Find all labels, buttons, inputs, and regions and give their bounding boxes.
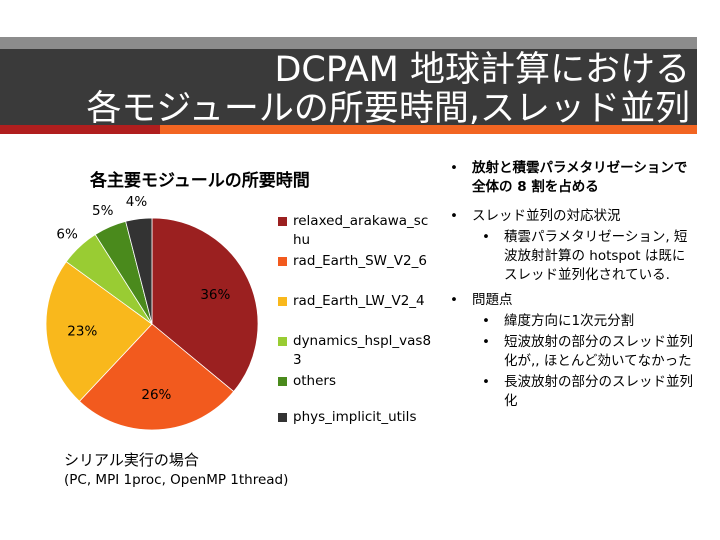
- bullet-dot: •: [482, 374, 490, 390]
- pie-label-rad-Earth-LW-V2-4: 23%: [67, 324, 97, 340]
- legend-label: rad_Earth_LW_V2_4: [293, 293, 425, 309]
- bullet-problems: • 問題点: [446, 291, 696, 310]
- legend-swatch: [278, 257, 287, 266]
- pie-label-dynamics-hspl-vas83: 6%: [56, 227, 78, 243]
- pie-label-others: 5%: [92, 203, 114, 219]
- bullet-text: 長波放射の部分のスレッド並列化: [504, 374, 693, 409]
- pie-label-relaxed-arakawa-schu: 36%: [200, 287, 230, 303]
- bullet-dot: •: [450, 292, 458, 308]
- bullet-text: 放射と積雲パラメタリゼーションで全体の 8 割を占める: [472, 160, 688, 195]
- legend-swatch: [278, 377, 287, 386]
- legend-swatch: [278, 413, 287, 422]
- sub-bullet-longwave: • 長波放射の部分のスレッド並列化: [446, 373, 696, 411]
- bullet-text: 短波放射の部分のスレッド並列化が,, ほとんど効いてなかった: [504, 334, 693, 369]
- legend-swatch: [278, 217, 287, 226]
- bullet-text: スレッド並列の対応状況: [472, 208, 621, 224]
- accent-bar-orange: [160, 125, 697, 134]
- title-banner: [0, 49, 697, 131]
- slide-title-line1: DCPAM 地球計算における: [274, 50, 690, 90]
- legend-label: dynamics_hspl_vas83: [293, 333, 432, 368]
- pie-label-rad-Earth-SW-V2-6: 26%: [141, 387, 171, 403]
- bullet-dot: •: [482, 229, 490, 245]
- legend-swatch: [278, 297, 287, 306]
- bullet-dot: •: [482, 313, 490, 329]
- bullet-text: 積雲パラメタリゼーション, 短波放射計算の hotspot は既にスレッド並列化…: [504, 229, 688, 283]
- slide-title-line2: 各モジュールの所要時間,スレッド並列: [86, 89, 690, 129]
- pie-slice-rad-Earth-LW-V2-4: [45, 261, 153, 402]
- pie-slice-relaxed-arakawa-schu: [151, 217, 259, 393]
- caption-run-config: (PC, MPI 1proc, OpenMP 1thread): [64, 472, 289, 488]
- caption-serial-run: シリアル実行の場合: [64, 451, 199, 469]
- bullet-list: • 放射と積雲パラメタリゼーションで全体の 8 割を占める • スレッド並列の対…: [446, 159, 696, 413]
- bullet-text: 緯度方向に1次元分割: [504, 313, 635, 329]
- accent-bar-red: [0, 125, 160, 134]
- pie-slice-rad-Earth-SW-V2-6: [78, 323, 235, 431]
- bullet-thread-status: • スレッド並列の対応状況: [446, 207, 696, 226]
- bullet-text: 問題点: [472, 292, 513, 308]
- legend-label: phys_implicit_utils: [293, 409, 417, 425]
- pie-slice-phys-implicit-utils: [125, 217, 153, 325]
- bullet-dot: •: [450, 160, 458, 176]
- pie-label-phys-implicit-utils: 4%: [126, 194, 148, 210]
- sub-bullet-shortwave: • 短波放射の部分のスレッド並列化が,, ほとんど効いてなかった: [446, 333, 696, 371]
- sub-bullet-latitude-split: • 緯度方向に1次元分割: [446, 312, 696, 331]
- bullet-radiation-cumulus: • 放射と積雲パラメタリゼーションで全体の 8 割を占める: [446, 159, 696, 197]
- bullet-dot: •: [450, 208, 458, 224]
- top-gray-bar: [0, 37, 697, 49]
- legend-label: relaxed_arakawa_schu: [293, 213, 429, 248]
- legend-swatch: [278, 337, 287, 346]
- sub-bullet-hotspot: • 積雲パラメタリゼーション, 短波放射計算の hotspot は既にスレッド並…: [446, 228, 696, 285]
- legend-label: rad_Earth_SW_V2_6: [293, 253, 427, 269]
- bullet-dot: •: [482, 334, 490, 350]
- legend-label: others: [293, 373, 336, 389]
- chart-title: 各主要モジュールの所要時間: [90, 171, 310, 191]
